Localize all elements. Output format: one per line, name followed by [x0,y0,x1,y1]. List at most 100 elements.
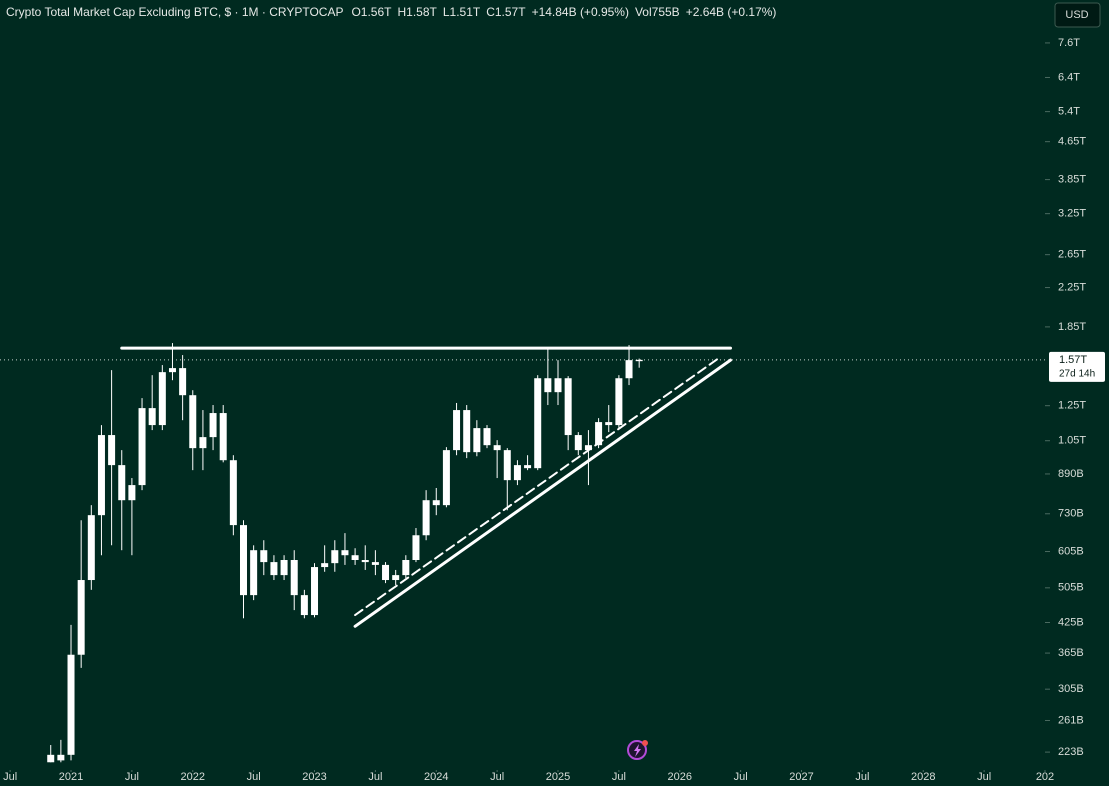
candle-body [564,378,572,436]
y-tick-label: 2.25T [1058,281,1086,293]
trendline [353,358,732,628]
x-tick-label: Jul [734,771,748,783]
icon-dot[interactable] [642,740,648,746]
currency-button[interactable] [1054,2,1101,28]
candle-body [442,450,450,506]
candle-body [361,560,369,563]
candle-body [341,550,349,556]
x-tick-label: 2023 [302,771,326,783]
x-tick-label: 2021 [59,771,83,783]
candle-body [250,550,258,596]
candle-body [524,465,532,469]
candle-body [311,567,319,616]
chart-header: Crypto Total Market Cap Excluding BTC, $… [6,5,776,19]
candle-body [574,435,582,451]
bolt-icon[interactable] [627,740,648,760]
x-tick-label: Jul [612,771,626,783]
candle-body [219,413,227,461]
candle-body [87,515,95,581]
candle-body [331,550,339,564]
legend-value: C1.57T [486,5,526,19]
candle-body [493,445,501,451]
candle-body [108,435,116,466]
legend-value: H1.58T [397,5,437,19]
legend-value: L1.51T [443,5,481,19]
candle-body [503,450,511,481]
candle-body [351,555,359,561]
chart-title: Crypto Total Market Cap Excluding BTC, $… [6,5,343,19]
candle-body [189,395,197,449]
candle-body [158,372,166,426]
legend-value: O1.56T [351,5,392,19]
x-tick-label: Jul [368,771,382,783]
candle-body [432,500,440,506]
candle-body [371,562,379,565]
x-tick-label: Jul [125,771,139,783]
candle-body [615,378,623,426]
candle-body [199,437,207,449]
candle-body [513,465,521,481]
y-tick-label: 890B [1058,468,1084,480]
candle-body [260,550,268,563]
icon-bolt[interactable] [634,744,641,757]
candle-body [67,654,75,755]
candle-body [463,410,471,453]
y-tick-label: 425B [1058,616,1084,628]
y-tick-label: 3.25T [1058,208,1086,220]
candle-body [118,465,126,501]
x-tick-label: Jul [490,771,504,783]
y-tick-label: 5.4T [1058,106,1080,118]
legend-value: +2.64B (+0.17%) [686,5,777,19]
x-tick-label: 2024 [424,771,448,783]
x-tick-label: Jul [247,771,261,783]
y-tick-label: 505B [1058,582,1084,594]
candle-body [544,378,552,393]
candle-body [168,368,176,373]
candle-body [148,408,156,426]
trendline [354,356,722,617]
candle-body [47,754,55,763]
price-label: 1.57T [1059,354,1087,366]
candle-body [483,428,491,446]
candle-body [97,435,105,516]
candle-body [239,525,247,596]
candle-body [229,460,237,526]
currency-label[interactable]: USD [1065,9,1088,21]
candle-body [605,422,613,426]
candle-body [280,560,288,576]
candle-body [584,445,592,451]
y-tick-label: 2.65T [1058,249,1086,261]
candle-body [534,378,542,469]
y-tick-label: 730B [1058,508,1084,520]
legend-value: Vol755B [635,5,680,19]
candle-body [392,575,400,581]
x-tick-label: 2028 [911,771,935,783]
y-tick-label: 1.25T [1058,400,1086,412]
y-tick-label: 1.85T [1058,321,1086,333]
y-tick-label: 605B [1058,545,1084,557]
candle-body [209,413,217,438]
candle-body [554,378,562,393]
y-tick-label: 305B [1058,683,1084,695]
x-tick-label: Jul [3,771,17,783]
x-tick-label: 202 [1036,771,1054,783]
candle-body [321,563,329,568]
y-tick-label: 261B [1058,714,1084,726]
candle-body [382,564,390,581]
candle-body [473,428,481,453]
candle-body [453,410,461,451]
x-tick-label: Jul [855,771,869,783]
y-tick-label: 7.6T [1058,37,1080,49]
candle-body [128,485,136,501]
countdown-label: 27d 14h [1059,369,1095,380]
candle-body [300,595,308,616]
y-tick-label: 223B [1058,746,1084,758]
y-tick-label: 365B [1058,647,1084,659]
candle-body [412,535,420,561]
x-tick-label: Jul [977,771,991,783]
candle-body [138,408,146,486]
y-tick-label: 3.85T [1058,174,1086,186]
y-tick-label: 6.4T [1058,71,1080,83]
